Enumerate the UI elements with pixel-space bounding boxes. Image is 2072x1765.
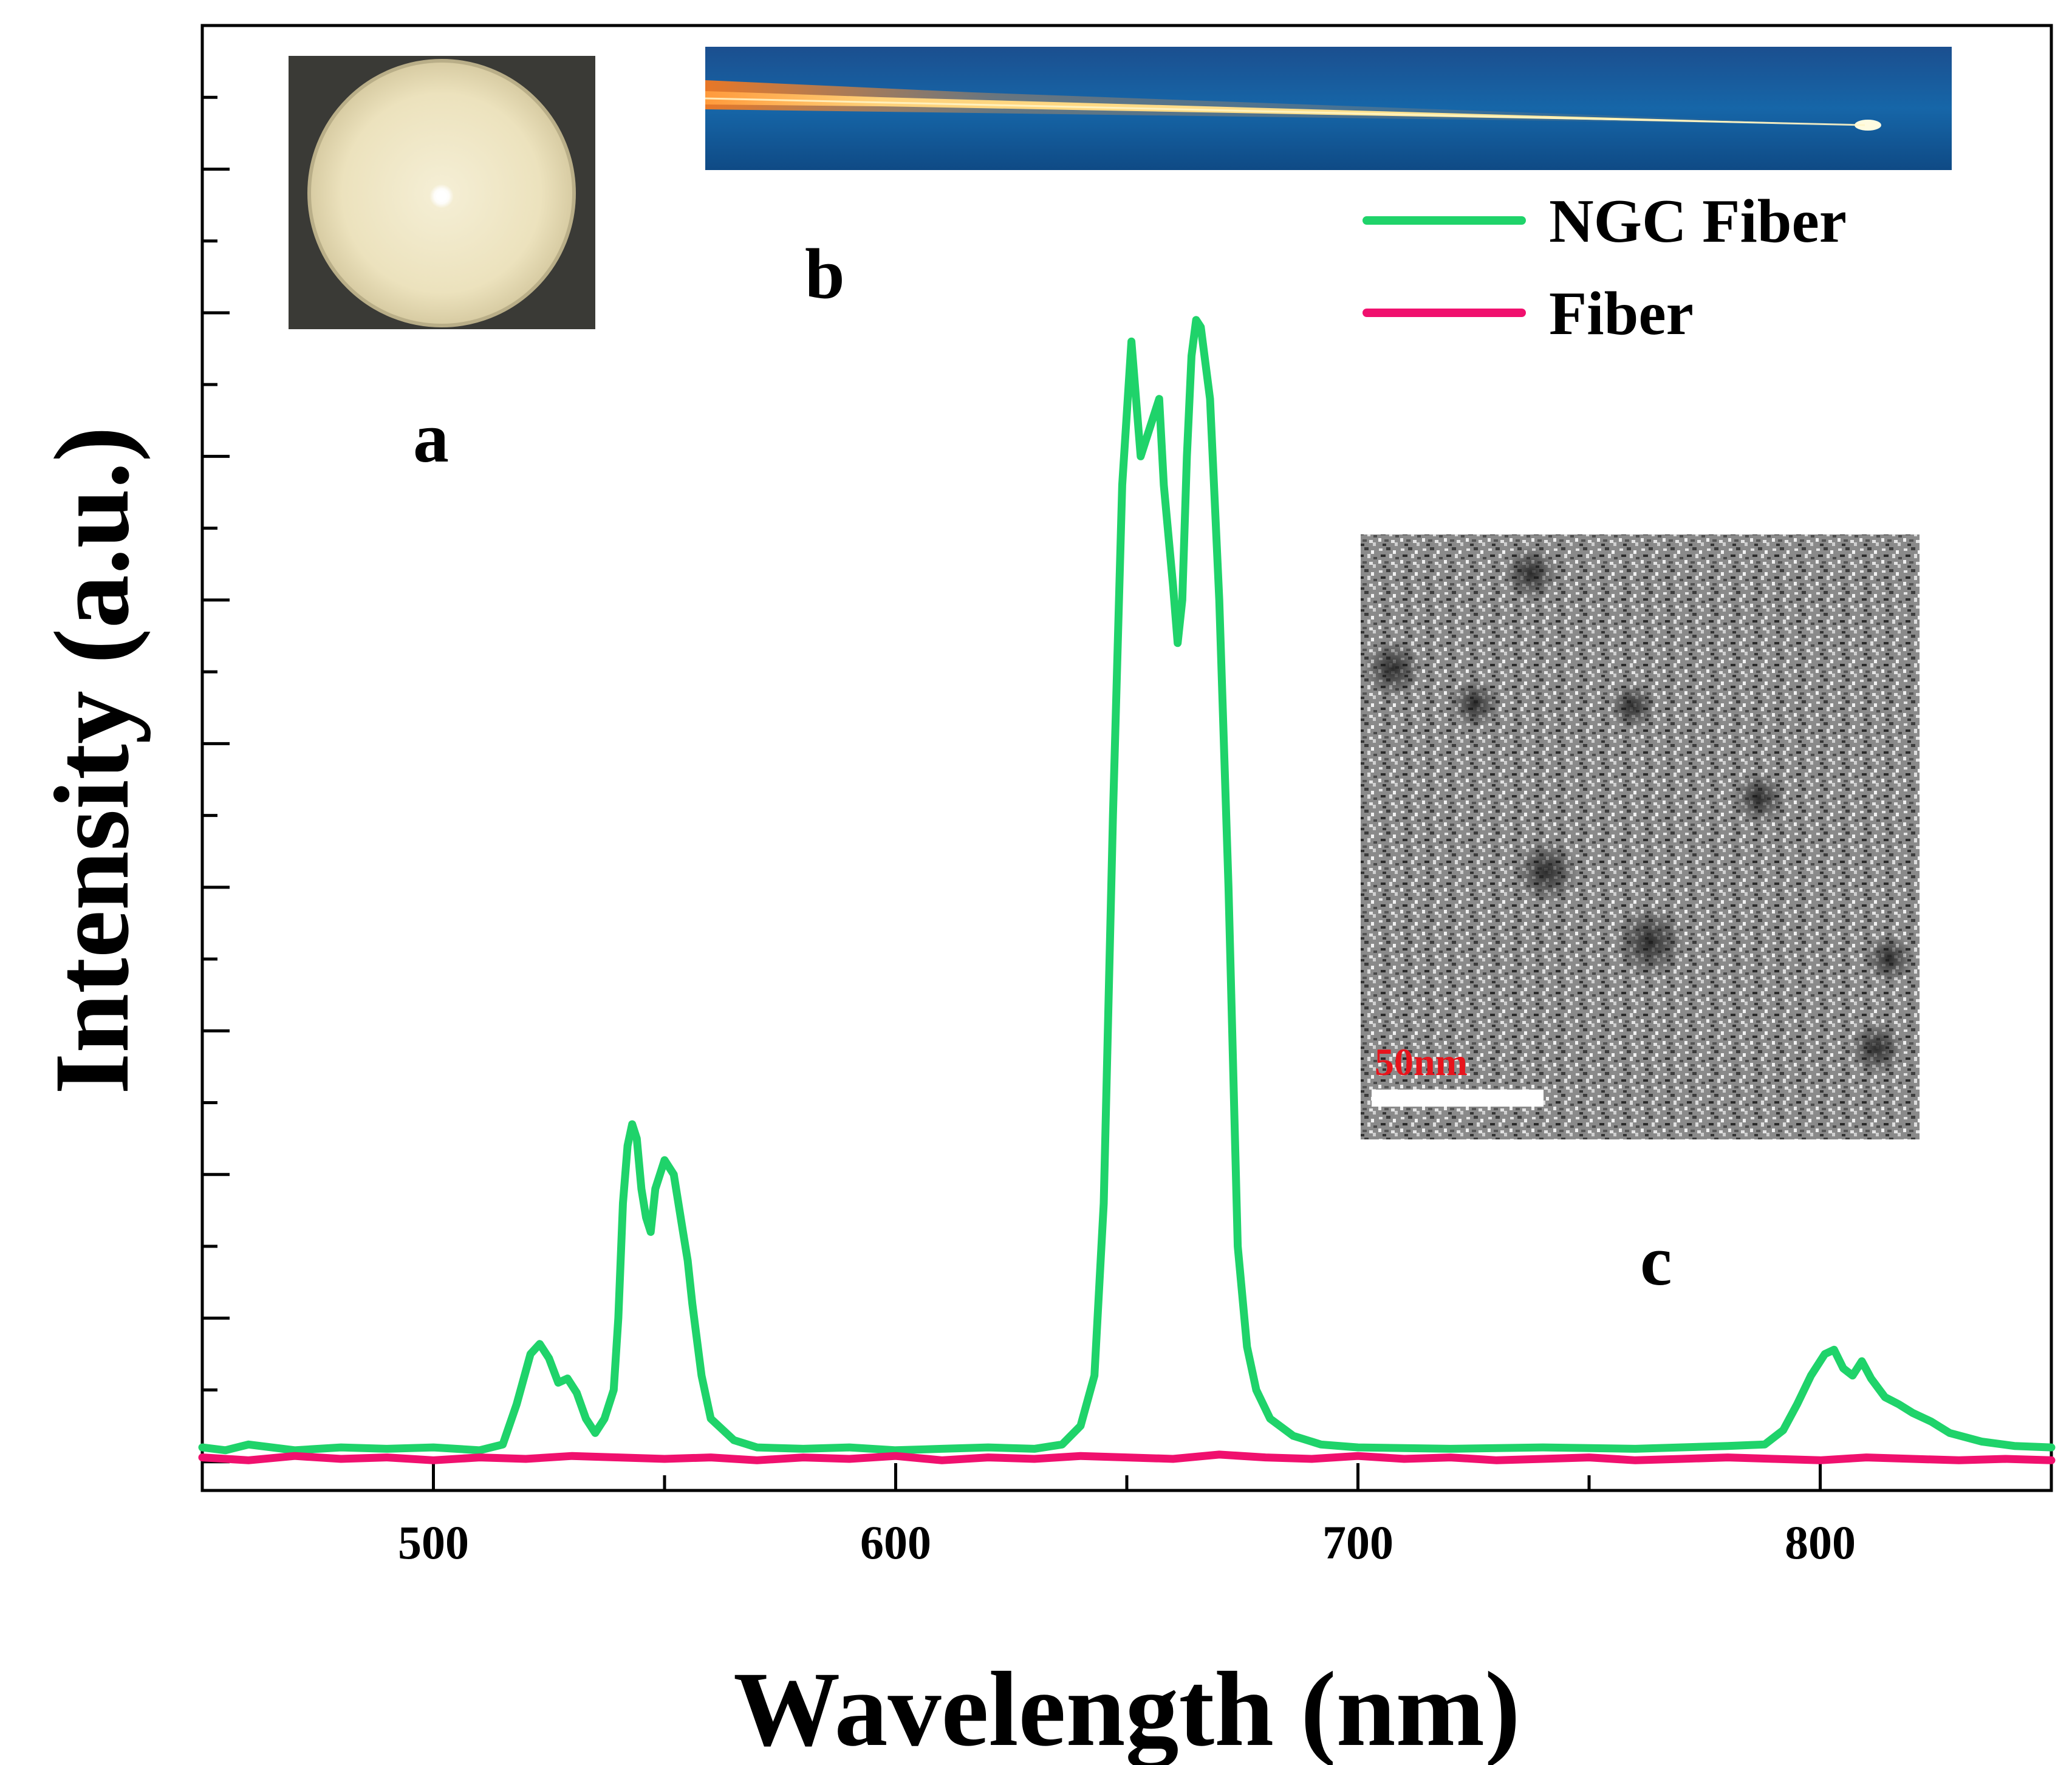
- x-tick-label: 600: [860, 1516, 931, 1569]
- series-line-fiber: [198, 1450, 2056, 1464]
- legend: NGC Fiber Fiber: [1363, 187, 1847, 348]
- y-axis-ticks: [202, 24, 230, 1464]
- series-layer: [198, 316, 2056, 1464]
- inset-b-fiber-photo: [705, 47, 1952, 170]
- inset-a-endface-photo: [289, 56, 595, 329]
- x-tick-label: 800: [1785, 1516, 1856, 1569]
- legend-label-ngc-fiber: NGC Fiber: [1549, 187, 1847, 256]
- scale-bar-label: 50nm: [1375, 1040, 1468, 1084]
- x-tick-label: 500: [398, 1516, 469, 1569]
- legend-label-fiber: Fiber: [1549, 279, 1694, 348]
- scale-bar: [1372, 1090, 1544, 1107]
- x-axis-title: Wavelength (nm): [733, 1650, 1520, 1765]
- inset-c-tem-image: 50nm: [1361, 534, 1920, 1139]
- y-axis-title: Intensity (a.u.): [33, 426, 151, 1094]
- panel-label-c: c: [1640, 1221, 1672, 1300]
- series-line-ngc-fiber: [198, 316, 2056, 1455]
- panel-label-b: b: [805, 234, 845, 313]
- panel-label-a: a: [413, 398, 449, 477]
- x-axis-ticks: 500 600 700 800: [200, 1463, 2053, 1569]
- x-tick-label: 700: [1322, 1516, 1393, 1569]
